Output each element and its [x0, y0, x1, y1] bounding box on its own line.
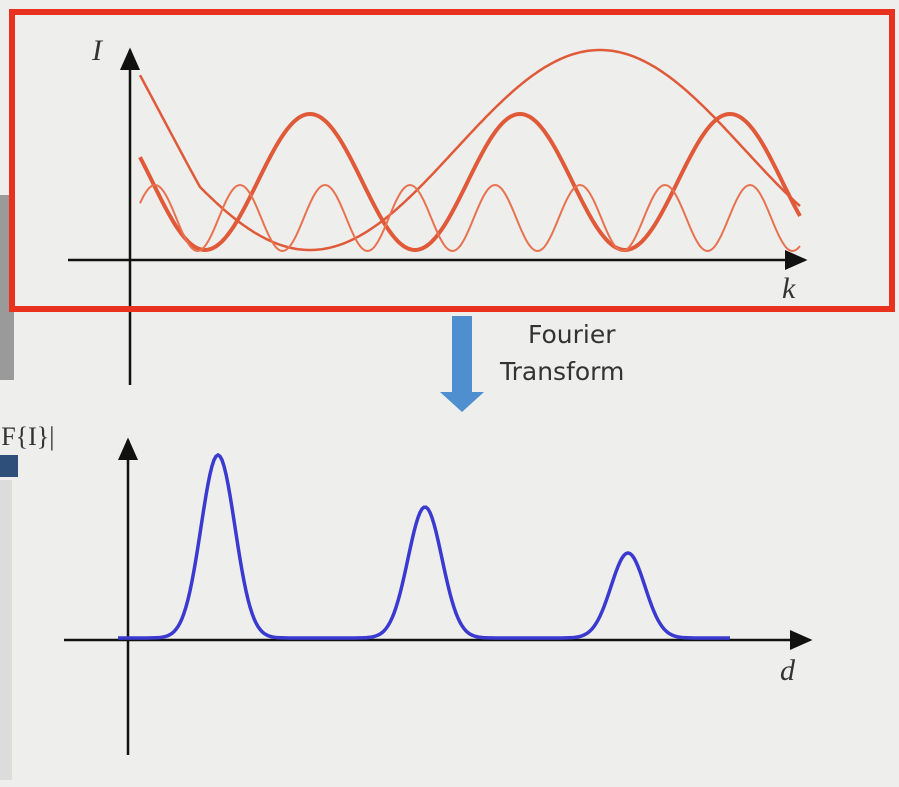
arrow-label-1: Fourier	[528, 320, 616, 349]
y-label: |F{I}|	[0, 422, 55, 451]
arrow-label-2: Transform	[499, 357, 624, 386]
page: I k Fourier Transform |F{I}| d	[0, 0, 899, 787]
side-bar	[0, 455, 18, 477]
x-label: d	[780, 654, 796, 687]
side-panel	[0, 480, 12, 780]
x-label: k	[782, 272, 796, 305]
